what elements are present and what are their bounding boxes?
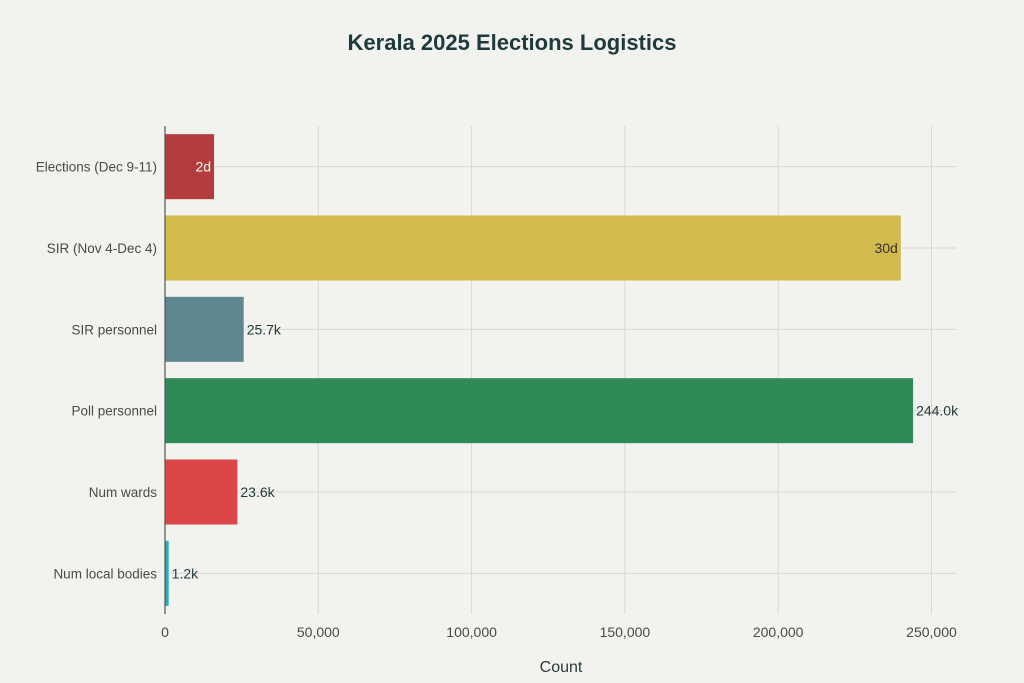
x-tick-label: 200,000: [753, 624, 804, 640]
data-label: 244.0k: [916, 403, 959, 419]
bar: [165, 459, 238, 525]
x-tick-label: 50,000: [297, 624, 340, 640]
x-tick-label: 100,000: [446, 624, 497, 640]
data-label: 30d: [874, 240, 897, 256]
category-label: Num wards: [89, 485, 158, 500]
x-axis-title: Count: [540, 659, 583, 676]
x-tick-label: 150,000: [600, 624, 651, 640]
data-label: 23.6k: [240, 484, 275, 500]
category-label: Elections (Dec 9-11): [36, 160, 157, 175]
data-label: 1.2k: [172, 565, 199, 581]
grid-lines: [165, 126, 956, 614]
category-label: Num local bodies: [53, 566, 157, 581]
bar: [165, 134, 215, 200]
x-tick-label: 250,000: [906, 624, 957, 640]
data-labels: 2d 30d 25.7k 244.0k 23.6k 1.2k: [172, 159, 959, 582]
data-label: 25.7k: [247, 321, 282, 337]
x-tick-labels: 0 50,000 100,000 150,000 200,000 250,000: [161, 624, 957, 640]
category-label: SIR personnel: [71, 322, 157, 337]
bars: [165, 134, 914, 606]
category-label: Poll personnel: [71, 404, 157, 419]
bar: [165, 378, 914, 444]
bar: [165, 540, 169, 606]
x-tick-label: 0: [161, 624, 169, 640]
category-label: SIR (Nov 4-Dec 4): [47, 241, 157, 256]
bar: [165, 296, 244, 362]
chart-title: Kerala 2025 Elections Logistics: [348, 30, 677, 55]
bar: [165, 215, 901, 281]
data-label: 2d: [195, 159, 211, 175]
category-labels: Elections (Dec 9-11) SIR (Nov 4-Dec 4) SIR…: [36, 160, 158, 582]
